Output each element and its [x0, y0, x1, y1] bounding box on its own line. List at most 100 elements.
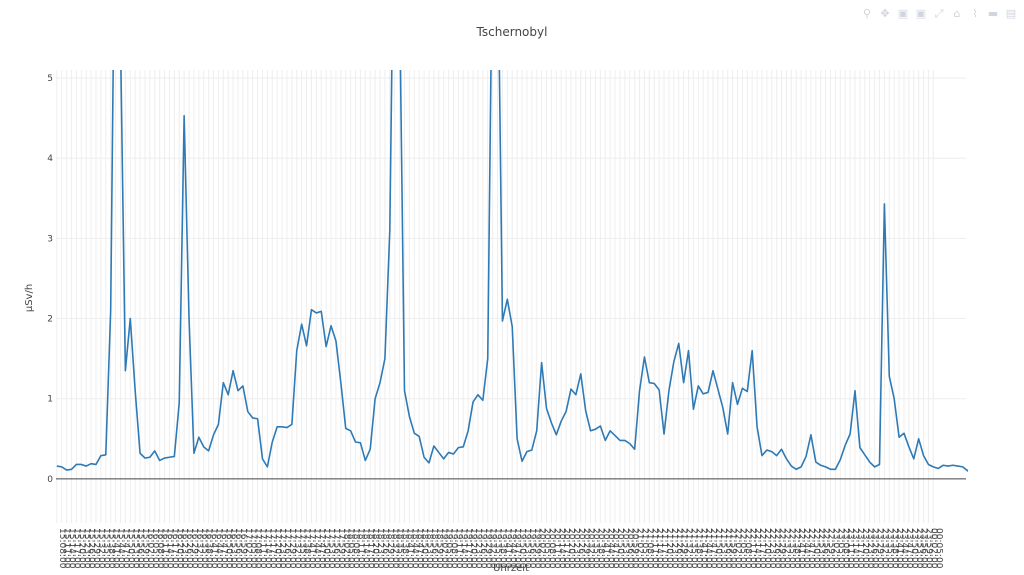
x-tick-label: 20:59:00	[630, 528, 640, 569]
plot-area[interactable]	[56, 0, 978, 472]
x-tick-label: 23:35:00	[884, 528, 894, 569]
y-tick-label: 3	[47, 234, 53, 244]
x-tick-label: 19:50:00	[517, 528, 527, 569]
x-tick-label: 21:35:00	[689, 528, 699, 569]
x-tick-label: 17:59:00	[336, 528, 346, 569]
x-axis-ticks: 15:08:0015:11:0015:14:0015:17:0015:20:00…	[57, 528, 944, 569]
zoom-in-icon[interactable]: ▣	[897, 6, 909, 20]
x-tick-label: 17:17:00	[267, 528, 277, 569]
x-tick-label: 17:14:00	[262, 528, 272, 569]
x-tick-label: 23:26:00	[870, 528, 880, 569]
x-tick-label: 18:47:00	[414, 528, 424, 569]
x-tick-label: 15:50:00	[125, 528, 135, 569]
x-tick-label: 21:17:00	[659, 528, 669, 569]
x-tick-label: 23:47:00	[904, 528, 914, 569]
x-tick-label: 22:47:00	[806, 528, 816, 569]
x-tick-label: 21:20:00	[664, 528, 674, 569]
x-tick-label: 21:50:00	[713, 528, 723, 569]
x-tick-label: 19:23:00	[473, 528, 483, 569]
hover-compare-icon[interactable]: ▤	[1005, 6, 1017, 20]
x-tick-label: 18:02:00	[341, 528, 351, 569]
x-tick-label: 15:41:00	[111, 528, 121, 569]
x-tick-label: 22:08:00	[742, 528, 752, 569]
x-tick-label: 18:44:00	[409, 528, 419, 569]
x-tick-label: 20:02:00	[537, 528, 547, 569]
zoom-icon[interactable]: ⚲	[862, 6, 872, 20]
x-tick-label: 00:05:00	[933, 528, 943, 569]
x-tick-label: 17:35:00	[297, 528, 307, 569]
x-tick-label: 22:20:00	[762, 528, 772, 569]
x-tick-label: 15:56:00	[135, 528, 145, 569]
x-tick-label: 21:41:00	[698, 528, 708, 569]
x-tick-label: 20:53:00	[620, 528, 630, 569]
x-tick-label: 21:08:00	[644, 528, 654, 569]
x-tick-label: 20:32:00	[586, 528, 596, 569]
x-tick-label: 20:44:00	[605, 528, 615, 569]
x-tick-label: 20:29:00	[581, 528, 591, 569]
x-tick-label: 19:41:00	[502, 528, 512, 569]
x-tick-label: 15:53:00	[130, 528, 140, 569]
x-tick-label: 16:59:00	[238, 528, 248, 569]
x-tick-label: 21:56:00	[723, 528, 733, 569]
hover-closest-icon[interactable]: ▬	[987, 6, 999, 20]
chart-title: Tschernobyl	[476, 25, 548, 39]
x-tick-label: 19:53:00	[522, 528, 532, 569]
x-tick-label: 23:59:00	[924, 528, 934, 569]
x-tick-label: 21:23:00	[669, 528, 679, 569]
x-tick-label: 23:05:00	[835, 528, 845, 569]
x-tick-label: 17:05:00	[248, 528, 258, 569]
x-tick-label: 21:32:00	[684, 528, 694, 569]
x-tick-label: 21:38:00	[693, 528, 703, 569]
x-tick-label: 17:02:00	[243, 528, 253, 569]
x-tick-label: 23:32:00	[879, 528, 889, 569]
x-tick-label: 22:11:00	[747, 528, 757, 569]
pan-icon[interactable]: ✥	[880, 6, 890, 20]
zoom-out-icon[interactable]: ▣	[915, 6, 927, 20]
x-tick-label: 22:56:00	[821, 528, 831, 569]
x-tick-label: 16:44:00	[214, 528, 224, 569]
x-tick-label: 21:05:00	[640, 528, 650, 569]
x-tick-label: 19:08:00	[449, 528, 459, 569]
x-tick-label: 18:26:00	[380, 528, 390, 569]
spike-lines-icon[interactable]: ⌇	[972, 6, 978, 20]
x-tick-label: 22:44:00	[801, 528, 811, 569]
x-tick-label: 16:26:00	[184, 528, 194, 569]
x-tick-label: 18:20:00	[370, 528, 380, 569]
x-tick-label: 16:38:00	[204, 528, 214, 569]
x-tick-label: 16:20:00	[174, 528, 184, 569]
x-tick-label: 16:08:00	[155, 528, 165, 569]
x-tick-label: 23:11:00	[845, 528, 855, 569]
x-tick-label: 19:02:00	[439, 528, 449, 569]
x-tick-label: 18:56:00	[429, 528, 439, 569]
x-tick-label: 16:35:00	[199, 528, 209, 569]
x-tick-label: 19:44:00	[507, 528, 517, 569]
x-tick-label: 15:35:00	[101, 528, 111, 569]
x-tick-label: 22:23:00	[767, 528, 777, 569]
x-tick-label: 20:17:00	[561, 528, 571, 569]
x-tick-label: 19:14:00	[458, 528, 468, 569]
x-tick-label: 23:50:00	[909, 528, 919, 569]
x-tick-label: 19:17:00	[463, 528, 473, 569]
x-tick-label: 17:44:00	[311, 528, 321, 569]
x-tick-label: 20:47:00	[610, 528, 620, 569]
x-tick-label: 18:08:00	[351, 528, 361, 569]
x-tick-label: 16:50:00	[223, 528, 233, 569]
x-tick-label: 15:14:00	[67, 528, 77, 569]
y-tick-label: 0	[47, 475, 53, 485]
x-tick-label: 16:14:00	[165, 528, 175, 569]
x-tick-label: 00:02:00	[928, 528, 938, 569]
x-tick-label: 20:05:00	[542, 528, 552, 569]
x-tick-label: 23:14:00	[850, 528, 860, 569]
x-tick-label: 18:05:00	[346, 528, 356, 569]
x-tick-label: 22:17:00	[757, 528, 767, 569]
reset-axes-icon[interactable]: ⌂	[953, 6, 961, 20]
x-tick-label: 19:56:00	[527, 528, 537, 569]
series-line[interactable]	[56, 0, 978, 472]
x-tick-label: 19:05:00	[444, 528, 454, 569]
x-tick-label: 22:35:00	[786, 528, 796, 569]
autoscale-icon[interactable]: ⤢	[934, 6, 944, 20]
x-tick-label: 17:23:00	[277, 528, 287, 569]
x-tick-label: 17:56:00	[331, 528, 341, 569]
x-tick-label: 16:05:00	[150, 528, 160, 569]
